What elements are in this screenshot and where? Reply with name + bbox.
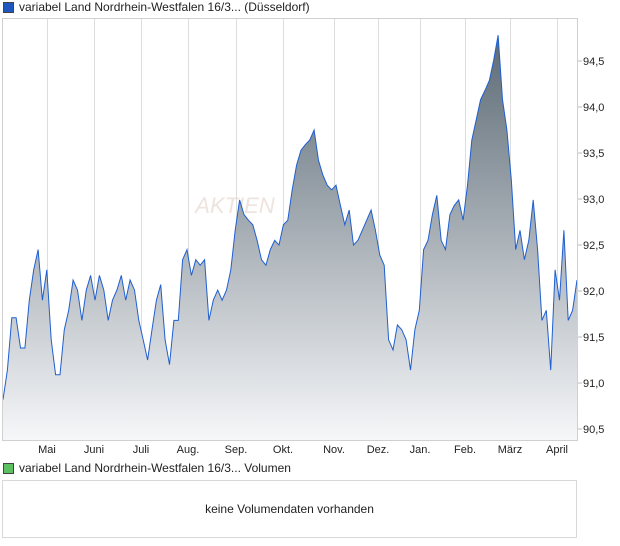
x-tick-label: Juli xyxy=(133,444,150,456)
main-legend: variabel Land Nordrhein-Westfalen 16/3..… xyxy=(3,0,310,14)
price-area xyxy=(3,35,577,440)
x-tick-label: März xyxy=(498,444,522,456)
data-points xyxy=(2,35,578,400)
y-tick-label: 91,0 xyxy=(583,378,604,390)
plot-frame xyxy=(2,18,578,441)
x-tick-label: Dez. xyxy=(367,444,390,456)
volume-legend-swatch xyxy=(3,462,14,474)
y-tick-label: 90,5 xyxy=(583,424,604,436)
volume-empty-message: keine Volumendaten vorhanden xyxy=(205,502,374,516)
price-line xyxy=(2,35,578,400)
y-tick-label: 93,5 xyxy=(583,148,604,160)
x-tick-label: Feb. xyxy=(454,444,476,456)
y-tick-label: 94,0 xyxy=(583,102,604,114)
y-tick-label: 93,0 xyxy=(583,194,604,206)
price-chart: AKTIEN Mai Juni Juli Aug. Sep. Okt. Nov. Dez. Ja… xyxy=(2,18,604,456)
main-legend-label: variabel Land Nordrhein-Westfalen 16/3..… xyxy=(19,0,310,14)
y-tick-label: 92,0 xyxy=(583,286,604,298)
x-tick-label: Jan. xyxy=(410,444,431,456)
watermark-logo: AKTIEN xyxy=(193,193,275,218)
volume-legend: variabel Land Nordrhein-Westfalen 16/3..… xyxy=(3,461,291,475)
volume-legend-label: variabel Land Nordrhein-Westfalen 16/3..… xyxy=(19,461,291,475)
volume-panel: keine Volumendaten vorhanden xyxy=(2,480,577,538)
x-tick-label: April xyxy=(546,444,568,456)
x-tick-label: Sep. xyxy=(225,444,248,456)
x-tick-label: Mai xyxy=(38,444,56,456)
x-tick-label: Nov. xyxy=(323,444,345,456)
y-tick-label: 91,5 xyxy=(583,332,604,344)
y-tick-label: 94,5 xyxy=(583,56,604,68)
main-legend-swatch xyxy=(3,1,14,13)
x-tick-label: Okt. xyxy=(273,444,293,456)
x-tick-label: Aug. xyxy=(177,444,200,456)
y-tick-label: 92,5 xyxy=(583,240,604,252)
x-tick-label: Juni xyxy=(84,444,104,456)
